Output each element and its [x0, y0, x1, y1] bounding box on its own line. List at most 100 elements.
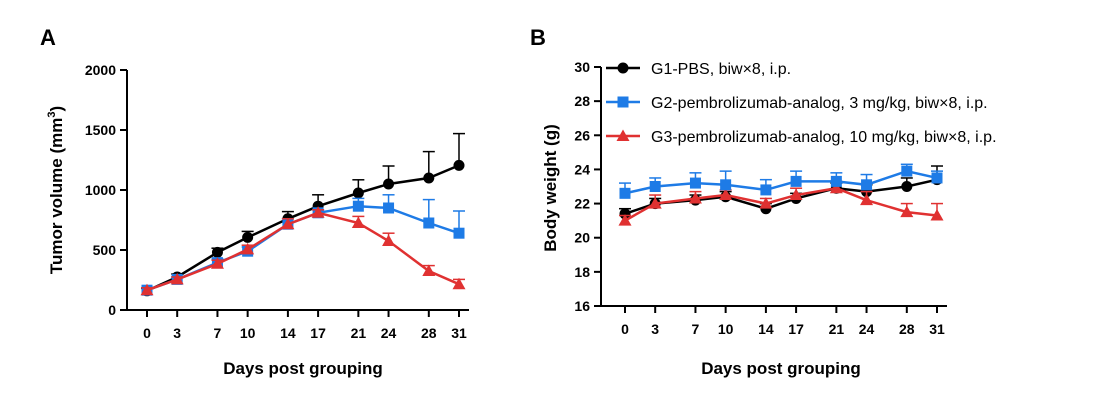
data-point — [901, 181, 913, 192]
series-g3 — [140, 206, 466, 296]
x-tick-label: 7 — [214, 325, 222, 341]
data-point — [688, 191, 702, 204]
x-tick-label: 21 — [829, 321, 845, 337]
x-tick-label: 3 — [173, 325, 181, 341]
x-tick-label: 17 — [310, 325, 326, 341]
chart-panel-a: A 0 500 1000 1500 2000 0 3 7 10 14 17 21 24 28 31 Days… — [40, 25, 469, 378]
data-point — [760, 184, 772, 196]
data-point — [930, 209, 944, 221]
data-point — [311, 206, 325, 218]
x-tick-label: 17 — [788, 321, 804, 337]
y-tick-label: 0 — [108, 302, 116, 318]
data-point — [352, 200, 364, 212]
data-point — [211, 246, 223, 258]
data-point — [140, 283, 154, 296]
legend-item-g3: G3-pembrolizumab-analog, 10 mg/kg, biw×8… — [606, 129, 997, 146]
data-point — [648, 197, 662, 209]
panel-a-y-axis-title: Tumor volume (mm3) — [46, 106, 66, 274]
data-point — [383, 178, 395, 190]
data-point — [829, 181, 843, 194]
legend-item-g2: G2-pembrolizumab-analog, 3 mg/kg, biw×8,… — [606, 95, 988, 112]
x-tick-label: 14 — [758, 321, 774, 337]
data-point — [241, 242, 255, 255]
data-point — [619, 187, 631, 199]
ylabel-superscript: 3 — [46, 112, 58, 118]
x-tick-label: 28 — [421, 325, 437, 341]
data-point — [383, 202, 395, 214]
data-point — [860, 193, 874, 206]
data-point — [790, 175, 802, 187]
data-point — [423, 172, 435, 184]
data-point — [382, 234, 396, 246]
ylabel-end: ) — [47, 106, 66, 112]
x-tick-label: 7 — [692, 321, 700, 337]
y-tick-label: 22 — [574, 196, 590, 212]
y-tick-label: 18 — [574, 264, 590, 280]
panel-b-y-axis-title: Body weight (g) — [541, 124, 560, 251]
panel-b-label: B — [530, 25, 546, 50]
legend-label: G3-pembrolizumab-analog, 10 mg/kg, biw×8… — [651, 129, 997, 146]
legend-item-g1: G1-PBS, biw×8, i.p. — [606, 61, 791, 78]
legend-label: G1-PBS, biw×8, i.p. — [651, 61, 791, 78]
x-tick-label: 21 — [351, 325, 367, 341]
series-g1 — [619, 165, 943, 220]
series-g2 — [141, 194, 465, 296]
series-g1 — [141, 132, 465, 297]
y-tick-label: 500 — [93, 242, 117, 258]
y-tick-label: 2000 — [85, 62, 116, 78]
data-point — [719, 188, 733, 201]
data-point — [649, 181, 661, 192]
y-tick-label: 30 — [574, 59, 590, 75]
panel-b-axes: 16 18 20 22 24 26 28 30 0 3 7 10 14 17 21 24 28 31 — [574, 59, 947, 337]
y-tick-label: 28 — [574, 93, 590, 109]
y-tick-label: 20 — [574, 230, 590, 246]
data-point — [900, 205, 914, 218]
x-tick-label: 0 — [621, 321, 629, 337]
series-line — [146, 164, 460, 292]
panel-a-series — [140, 132, 466, 297]
legend-marker — [617, 62, 629, 74]
legend-label: G2-pembrolizumab-analog, 3 mg/kg, biw×8,… — [651, 95, 988, 112]
y-tick-label: 24 — [574, 161, 590, 177]
y-tick-label: 26 — [574, 127, 590, 143]
panel-a-label: A — [40, 25, 56, 50]
data-point — [618, 214, 632, 226]
chart-panel-b: B 16 18 20 22 24 26 28 30 0 3 7 10 14 17 21 24 28 31 Days… — [530, 25, 997, 378]
data-point — [901, 165, 913, 177]
data-point — [210, 257, 224, 269]
x-tick-label: 31 — [929, 321, 945, 337]
panel-a-axes: 0 500 1000 1500 2000 0 3 7 10 14 17 21 24 28 31 — [85, 62, 469, 341]
data-point — [452, 277, 466, 290]
ylabel-main: Tumor volume (mm — [47, 118, 66, 274]
x-tick-label: 28 — [899, 321, 915, 337]
panel-b-legend: G1-PBS, biw×8, i.p. G2-pembrolizumab-anal… — [606, 61, 997, 146]
y-tick-label: 1000 — [85, 182, 116, 198]
data-point — [453, 227, 465, 239]
data-point — [170, 272, 184, 285]
x-tick-label: 0 — [143, 325, 151, 341]
data-point — [281, 217, 295, 230]
data-point — [453, 159, 465, 171]
series-line — [624, 169, 938, 195]
legend-marker — [617, 96, 629, 108]
x-tick-label: 24 — [381, 325, 397, 341]
panel-a-x-axis-title: Days post grouping — [223, 359, 383, 378]
series-line — [624, 186, 938, 222]
data-point — [830, 175, 842, 187]
data-point — [352, 187, 364, 199]
x-tick-label: 31 — [451, 325, 467, 341]
x-tick-label: 3 — [651, 321, 659, 337]
x-tick-label: 14 — [280, 325, 296, 341]
y-tick-label: 16 — [574, 298, 590, 314]
series-g2 — [619, 163, 943, 199]
data-point — [422, 264, 436, 276]
data-point — [861, 179, 873, 191]
data-point — [242, 231, 254, 243]
y-tick-label: 1500 — [85, 122, 116, 138]
panel-b-x-axis-title: Days post grouping — [701, 359, 861, 378]
data-point — [931, 172, 943, 184]
panel-b-series — [618, 163, 944, 226]
data-point — [423, 217, 435, 229]
series-line — [146, 211, 460, 292]
data-point — [759, 197, 773, 209]
